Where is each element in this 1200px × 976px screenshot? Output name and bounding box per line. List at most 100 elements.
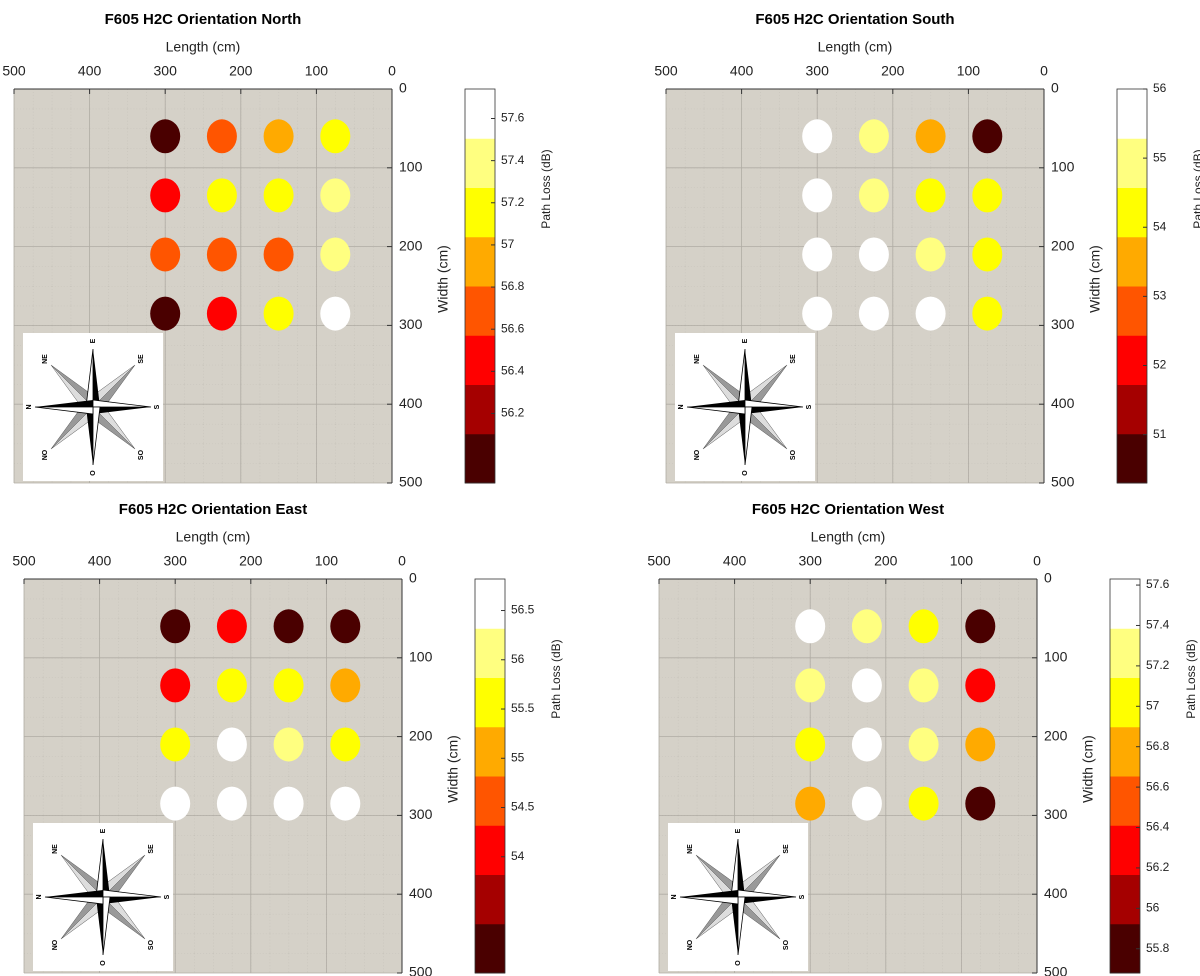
compass-label: NE: [52, 844, 59, 854]
colorbar-bin: [475, 874, 505, 925]
compass-label: S: [799, 894, 806, 899]
compass-label: N: [671, 894, 678, 899]
compass-label: S: [806, 404, 813, 409]
compass-point: [34, 406, 94, 415]
colorbar-bin: [1117, 236, 1147, 287]
x-tick-label: 0: [388, 63, 396, 79]
y-tick-label: 0: [1051, 80, 1059, 96]
y-tick-label: 200: [1044, 727, 1068, 743]
x-tick-label: 200: [229, 63, 253, 79]
data-point: [972, 237, 1003, 272]
data-point: [150, 237, 181, 272]
data-point: [160, 609, 191, 644]
compass-label: E: [742, 338, 749, 343]
x-tick-label: 500: [2, 63, 26, 79]
x-tick-label: 500: [12, 553, 36, 569]
compass-label: SO: [138, 449, 145, 460]
x-axis-label: Length (cm): [818, 39, 893, 55]
x-tick-label: 200: [874, 553, 898, 569]
x-tick-label: 200: [239, 553, 263, 569]
x-tick-label: 0: [398, 553, 406, 569]
compass-point: [92, 406, 101, 466]
compass-point: [686, 406, 746, 415]
colorbar-bin: [465, 286, 495, 336]
data-point: [273, 668, 304, 703]
data-point: [972, 178, 1003, 213]
compass-point: [103, 897, 161, 904]
x-tick-label: 100: [950, 553, 974, 569]
data-point: [263, 178, 294, 213]
compass-point: [745, 407, 803, 414]
compass-point: [687, 400, 745, 407]
data-point: [908, 609, 939, 644]
colorbar-tick-label: 56.6: [1146, 779, 1170, 793]
data-point: [216, 668, 247, 703]
colorbar-label: Path Loss (dB): [1191, 149, 1200, 228]
colorbar-tick-label: 56.8: [501, 279, 525, 293]
compass-rose: E SE S SO O NO N NE: [675, 333, 815, 481]
colorbar-frame: [474, 578, 506, 974]
compass-label: NE: [42, 354, 49, 364]
y-tick-label: 500: [399, 474, 423, 490]
data-point: [965, 727, 996, 762]
data-point: [150, 296, 181, 331]
x-tick-label: 400: [730, 63, 754, 79]
compass-point: [744, 406, 753, 466]
x-tick-label: 300: [164, 553, 188, 569]
data-point: [160, 786, 191, 821]
compass-point: [103, 839, 110, 897]
compass-label: NO: [687, 939, 694, 950]
x-axis-label: Length (cm): [166, 39, 241, 55]
compass-label: O: [100, 960, 107, 966]
colorbar-tick-label: 56.2: [501, 406, 525, 420]
y-tick-label: 400: [409, 885, 433, 901]
data-point: [216, 727, 247, 762]
colorbar-label: Path Loss (dB): [1184, 639, 1198, 718]
colorbar-tick-label: 56.6: [501, 321, 525, 335]
compass-point: [680, 890, 738, 897]
colorbar-tick-label: 51: [1153, 427, 1167, 441]
y-tick-label: 500: [1051, 474, 1075, 490]
compass-label: N: [26, 404, 33, 409]
colorbar-bin: [475, 677, 505, 728]
colorbar-tick-label: 52: [1153, 358, 1167, 372]
data-point: [851, 727, 882, 762]
compass-label: NE: [694, 354, 701, 364]
data-point: [858, 237, 889, 272]
colorbar-tick-label: 55.8: [1146, 941, 1170, 955]
colorbar-tick-label: 56.8: [1146, 739, 1170, 753]
data-point: [206, 119, 237, 154]
colorbar-tick-label: 57.6: [501, 111, 525, 125]
colorbar-frame: [1109, 578, 1141, 974]
compass-point: [93, 349, 100, 407]
data-point: [972, 296, 1003, 331]
compass-label: SE: [783, 844, 790, 854]
data-point: [320, 178, 351, 213]
y-tick-label: 300: [1044, 806, 1068, 822]
compass-point: [96, 897, 103, 955]
data-point: [263, 296, 294, 331]
x-tick-label: 0: [1040, 63, 1048, 79]
data-point: [263, 119, 294, 154]
compass-point: [45, 890, 103, 897]
colorbar-tick-label: 56.5: [511, 603, 535, 617]
colorbar-tick-label: 56.2: [1146, 860, 1170, 874]
colorbar-bin: [1117, 286, 1147, 336]
data-point: [150, 178, 181, 213]
colorbar-bin: [475, 825, 505, 875]
compass-label: N: [678, 404, 685, 409]
colorbar-tick-label: 57.6: [1146, 577, 1170, 591]
data-point: [858, 296, 889, 331]
y-tick-label: 100: [1044, 649, 1068, 665]
x-tick-label: 400: [78, 63, 102, 79]
y-tick-label: 0: [399, 80, 407, 96]
data-point: [795, 786, 826, 821]
data-point: [858, 178, 889, 213]
colorbar-bin: [1117, 89, 1147, 139]
chart-title: F605 H2C Orientation South: [755, 11, 954, 28]
y-axis-label: Width (cm): [1080, 735, 1096, 803]
compass-rose: E SE S SO O NO N NE: [23, 333, 163, 481]
colorbar-bin: [475, 776, 505, 826]
data-point: [965, 786, 996, 821]
compass-label: NO: [52, 939, 59, 950]
